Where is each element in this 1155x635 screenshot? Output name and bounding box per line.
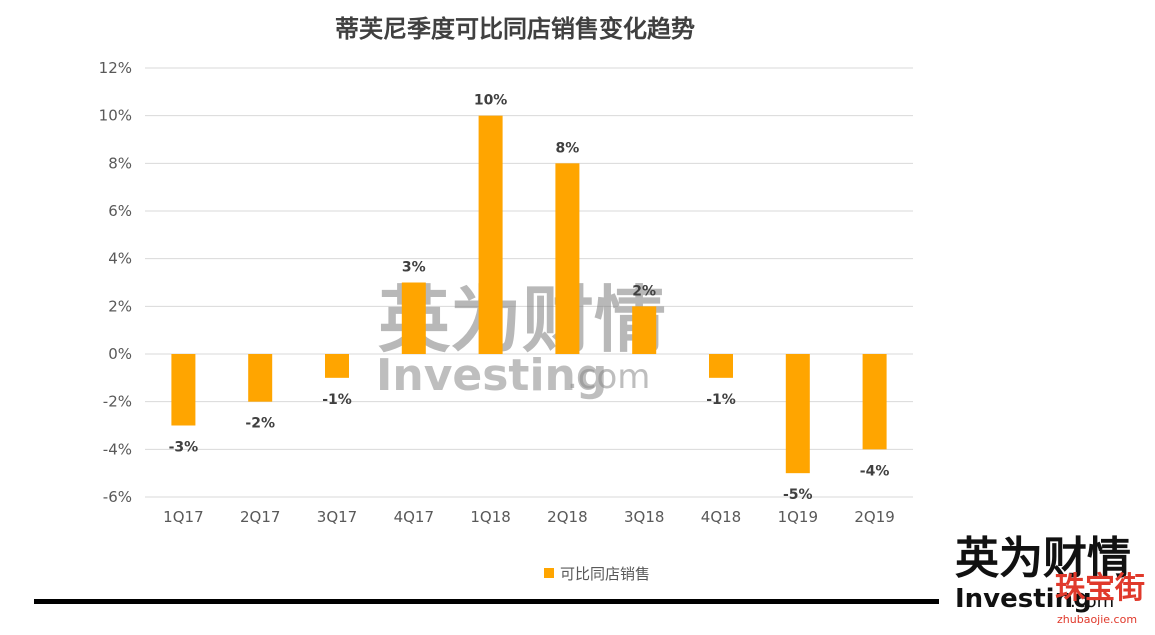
x-category-label: 4Q17 [394,508,434,526]
data-label: -1% [706,392,736,408]
gridlines [145,67,913,498]
x-category-label: 2Q17 [240,508,280,526]
bar-4q18 [709,354,733,378]
x-category-label: 1Q17 [163,508,203,526]
corner-logo: 英为财情 Investing .com [955,533,1131,614]
seal-url-text: zhubaojie.com [1057,613,1137,626]
legend-label: 可比同店销售 [560,565,650,583]
bar-2q17 [248,354,273,402]
bar-2q19 [862,354,887,450]
data-label: 2% [632,283,656,299]
seal-cn-text: 珠宝街 [1055,571,1145,606]
y-tick-label: -6% [103,488,132,506]
y-axis-ticks: 12% 10% 8% 6% 4% 2% 0% -2% -4% -6% [99,59,132,506]
bar-4q17 [401,282,426,354]
x-category-label: 2Q18 [547,508,587,526]
y-tick-label: 0% [108,345,132,363]
data-label: -5% [783,487,813,503]
chart-title: 蒂芙尼季度可比同店销售变化趋势 [335,15,695,43]
y-tick-label: -4% [103,440,132,458]
logo-com-text: .com [1070,591,1114,612]
data-label: 10% [474,93,508,109]
data-label: -2% [245,416,275,432]
y-tick-label: 6% [108,202,132,220]
logo-en-text: Investing [955,584,1092,614]
seal-stamp: 珠宝街 zhubaojie.com [1055,571,1145,626]
x-category-label: 2Q19 [854,508,894,526]
logo-cn-text: 英为财情 [955,533,1131,584]
x-category-label: 3Q18 [624,508,664,526]
data-label: -3% [169,440,199,456]
data-label: -1% [322,392,352,408]
y-tick-label: 8% [108,154,132,172]
y-tick-label: 10% [99,107,132,125]
data-label: -4% [860,463,890,479]
x-category-label: 1Q19 [778,508,818,526]
y-tick-label: -2% [103,393,132,411]
bar-3q17 [325,354,349,378]
bar-3q18 [632,306,657,354]
watermark: 英为财情 Investing .com [376,278,666,401]
bar-2q18 [555,163,580,354]
bar-1q19 [785,354,810,474]
x-category-label: 4Q18 [701,508,741,526]
bottom-rule [34,599,939,604]
bar-1q17 [171,354,196,426]
watermark-com-text: .com [567,357,650,397]
legend-swatch [544,568,554,578]
x-category-label: 3Q17 [317,508,357,526]
data-labels: -3% -2% -1% 3% 10% 8% 2% -1% -5% -4% [169,93,890,503]
watermark-cn-text: 英为财情 [378,278,666,362]
watermark-en-text: Investing [376,350,607,401]
legend: 可比同店销售 [544,565,650,583]
y-tick-label: 12% [99,59,132,77]
bar-1q18 [478,115,503,355]
data-label: 8% [556,140,580,156]
y-tick-label: 2% [108,297,132,315]
y-tick-label: 4% [108,250,132,268]
category-labels: 1Q17 2Q17 3Q17 4Q17 1Q18 2Q18 3Q18 4Q18 1Q19 2Q19 [163,508,895,526]
data-label: 3% [402,260,426,276]
bars [171,115,887,474]
x-category-label: 1Q18 [470,508,510,526]
